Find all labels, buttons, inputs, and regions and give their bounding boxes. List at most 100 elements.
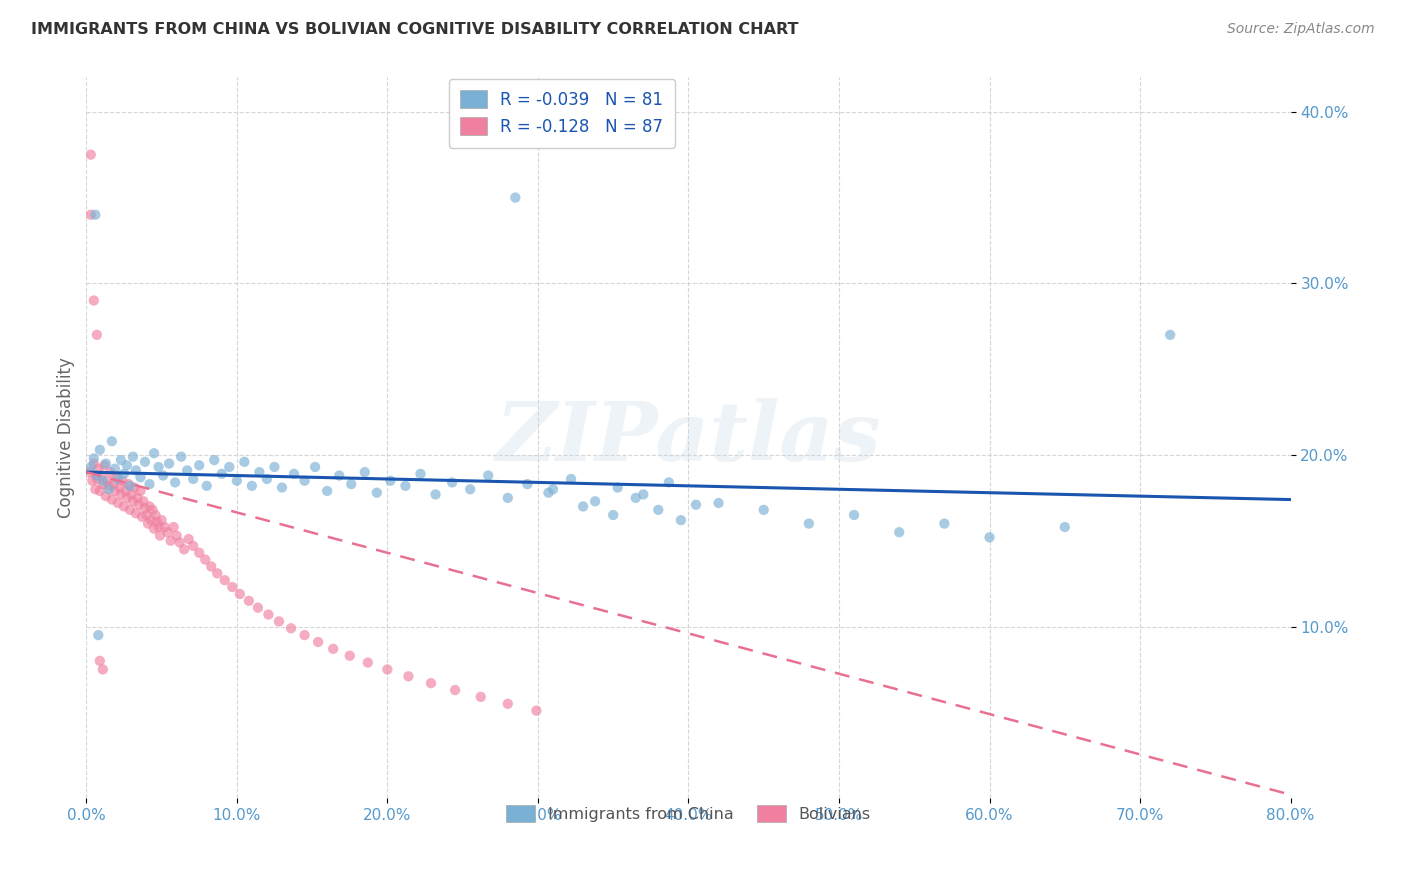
Point <box>409 467 432 481</box>
Point <box>526 704 548 718</box>
Point <box>606 481 628 495</box>
Y-axis label: Cognitive Disability: Cognitive Disability <box>58 358 75 518</box>
Point <box>105 470 128 484</box>
Point <box>307 635 329 649</box>
Point <box>110 453 132 467</box>
Point <box>118 503 141 517</box>
Point <box>271 481 294 495</box>
Point <box>169 535 191 549</box>
Point <box>83 293 105 308</box>
Point <box>91 477 114 491</box>
Point <box>380 474 402 488</box>
Point <box>86 472 108 486</box>
Point <box>669 513 692 527</box>
Point <box>496 697 519 711</box>
Point <box>162 520 184 534</box>
Point <box>583 494 606 508</box>
Point <box>84 208 107 222</box>
Point <box>934 516 956 531</box>
Point <box>294 474 316 488</box>
Point <box>889 525 911 540</box>
Point <box>560 472 582 486</box>
Point <box>267 615 290 629</box>
Point <box>96 474 118 488</box>
Point <box>572 500 595 514</box>
Point <box>111 474 134 488</box>
Point <box>118 479 141 493</box>
Point <box>280 621 302 635</box>
Point <box>470 690 492 704</box>
Point <box>633 487 655 501</box>
Point <box>188 458 211 473</box>
Point <box>104 461 127 475</box>
Point <box>148 520 170 534</box>
Point <box>125 463 148 477</box>
Point <box>129 483 152 498</box>
Point <box>152 468 174 483</box>
Point <box>398 669 420 683</box>
Point <box>138 500 160 514</box>
Point <box>353 465 375 479</box>
Point <box>79 465 101 479</box>
Point <box>150 513 173 527</box>
Point <box>477 468 499 483</box>
Point <box>541 483 564 497</box>
Point <box>165 475 187 490</box>
Point <box>86 468 108 483</box>
Point <box>441 475 464 490</box>
Point <box>159 533 181 548</box>
Point <box>101 492 124 507</box>
Point <box>89 654 111 668</box>
Point <box>322 641 344 656</box>
Point <box>194 552 217 566</box>
Point <box>458 483 481 497</box>
Point <box>125 506 148 520</box>
Point <box>89 442 111 457</box>
Point <box>107 472 129 486</box>
Point <box>94 489 117 503</box>
Point <box>176 463 198 477</box>
Point <box>797 516 820 531</box>
Point <box>1053 520 1076 534</box>
Point <box>134 455 156 469</box>
Point <box>114 483 136 498</box>
Point <box>120 487 142 501</box>
Point <box>129 470 152 484</box>
Point <box>80 460 103 475</box>
Point <box>166 528 188 542</box>
Point <box>80 208 103 222</box>
Point <box>86 327 108 342</box>
Point <box>117 477 139 491</box>
Point <box>139 513 162 527</box>
Point <box>146 515 169 529</box>
Point <box>707 496 730 510</box>
Point <box>143 446 166 460</box>
Point <box>173 542 195 557</box>
Point <box>658 475 681 490</box>
Point <box>104 483 127 498</box>
Point <box>170 450 193 464</box>
Point <box>263 460 285 475</box>
Point <box>83 457 105 471</box>
Point <box>132 494 155 508</box>
Point <box>214 573 236 587</box>
Point <box>103 477 125 491</box>
Point <box>90 468 112 483</box>
Point <box>304 460 326 475</box>
Point <box>115 491 138 505</box>
Point <box>157 457 180 471</box>
Point <box>218 460 240 475</box>
Point <box>647 503 669 517</box>
Text: Source: ZipAtlas.com: Source: ZipAtlas.com <box>1227 22 1375 37</box>
Point <box>752 503 775 517</box>
Point <box>516 477 538 491</box>
Point <box>256 472 278 486</box>
Point <box>394 479 416 493</box>
Point <box>842 508 865 522</box>
Point <box>83 451 105 466</box>
Point <box>112 500 135 514</box>
Point <box>537 485 560 500</box>
Point <box>138 477 160 491</box>
Point <box>211 467 233 481</box>
Point <box>91 663 114 677</box>
